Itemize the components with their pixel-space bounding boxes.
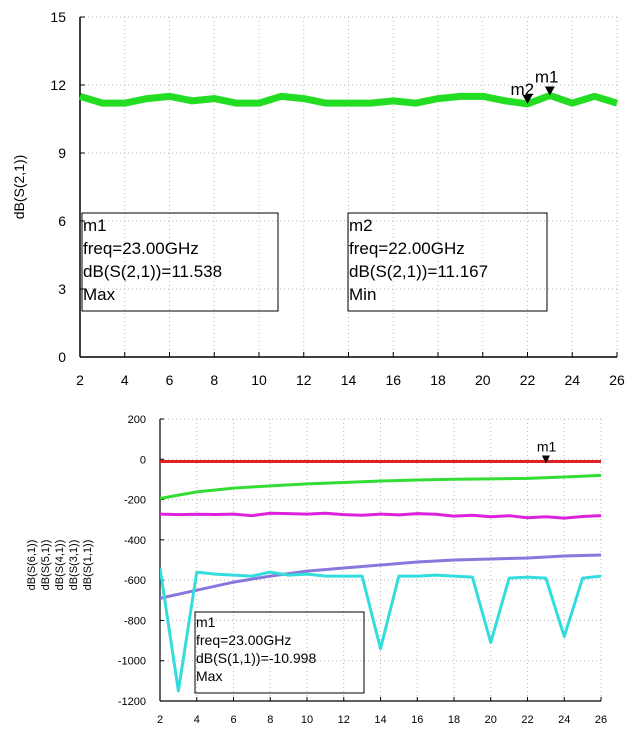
- x-tick-label: 12: [296, 372, 312, 388]
- y-axis-label-61: dB(S(6,1)): [26, 540, 38, 591]
- x-tick-label: 8: [267, 714, 273, 726]
- y-tick-label: -800: [124, 615, 146, 627]
- y-tick-label: 200: [128, 414, 146, 426]
- series-line-s51: [160, 553, 601, 600]
- y-axis-label-31: dB(S(3,1)): [68, 540, 80, 591]
- y-axis-label: dB(S(2,1)): [11, 155, 27, 220]
- marker-readout-line: freq=23.00GHz: [196, 632, 291, 648]
- x-tick-label: 18: [430, 372, 446, 388]
- x-tick-label: 16: [385, 372, 401, 388]
- plot-area: [160, 460, 601, 693]
- marker-readout-line: Max: [196, 668, 222, 684]
- x-tick-label: 14: [341, 372, 357, 388]
- y-tick-label: -200: [124, 495, 146, 507]
- x-tick-label: 14: [374, 714, 386, 726]
- marker-readout-box: [194, 611, 365, 694]
- x-tick-label: 22: [520, 372, 536, 388]
- x-tick-label: 8: [210, 372, 218, 388]
- series-line-s61: [160, 473, 601, 501]
- marker-readout-line: freq=23.00GHz: [83, 239, 199, 258]
- y-tick-label: 6: [58, 213, 66, 229]
- x-tick-label: 18: [448, 714, 460, 726]
- marker-readout-line: freq=22.00GHz: [349, 239, 465, 258]
- x-tick-label: 22: [521, 714, 533, 726]
- marker-readout-line: Min: [349, 285, 376, 304]
- marker-m1-triangle: [544, 86, 555, 96]
- x-tick-label: 24: [558, 714, 570, 726]
- marker-readout-line: Max: [83, 285, 116, 304]
- marker-readout-line: m1: [196, 614, 216, 630]
- marker-m1-label: m1: [535, 67, 559, 86]
- x-tick-label: 10: [301, 714, 313, 726]
- y-axis-label-41: dB(S(4,1)): [54, 540, 66, 591]
- x-tick-label: 16: [411, 714, 423, 726]
- marker-readout-line: dB(S(2,1))=11.538: [83, 262, 222, 281]
- marker-readout-line: dB(S(2,1))=11.167: [349, 262, 488, 281]
- x-tick-label: 24: [564, 372, 580, 388]
- y-tick-label: 0: [140, 454, 146, 466]
- marker-readout-line: m1: [83, 216, 107, 235]
- x-tick-label: 6: [230, 714, 236, 726]
- series-line-s41: [160, 567, 601, 693]
- y-tick-label: 9: [58, 145, 66, 161]
- y-tick-label: -1200: [118, 696, 146, 708]
- y-tick-label: 12: [50, 77, 66, 93]
- series-line-s21: [78, 91, 619, 108]
- y-tick-label: 0: [58, 349, 66, 365]
- y-tick-label: -1000: [118, 656, 146, 668]
- y-tick-label: -600: [124, 575, 146, 587]
- x-tick-label: 20: [485, 714, 497, 726]
- series-line-s31: [160, 511, 601, 520]
- x-tick-label: 6: [166, 372, 174, 388]
- marker-m1-label: m1: [537, 439, 557, 455]
- y-axis-label-11: dB(S(1,1)): [82, 540, 94, 591]
- x-tick-label: 4: [121, 372, 129, 388]
- y-axis-label-51: dB(S(5,1)): [40, 540, 52, 591]
- x-tick-label: 2: [76, 372, 84, 388]
- y-tick-label: 15: [50, 9, 66, 25]
- y-tick-label: 3: [58, 281, 66, 297]
- x-tick-label: 26: [595, 714, 607, 726]
- x-tick-label: 12: [338, 714, 350, 726]
- x-tick-label: 2: [157, 714, 163, 726]
- marker-readout-line: dB(S(1,1))=-10.998: [196, 650, 316, 666]
- x-tick-label: 4: [194, 714, 200, 726]
- marker-m2-label: m2: [511, 80, 535, 99]
- x-tick-label: 20: [475, 372, 491, 388]
- marker-readout-box: [347, 212, 548, 312]
- marker-m1-triangle: [541, 455, 550, 464]
- y-tick-label: -400: [124, 535, 146, 547]
- marker-m2-triangle: [522, 94, 533, 104]
- x-tick-label: 26: [609, 372, 625, 388]
- marker-readout-box: [81, 212, 279, 312]
- marker-readout-line: m2: [349, 216, 373, 235]
- x-tick-label: 10: [251, 372, 267, 388]
